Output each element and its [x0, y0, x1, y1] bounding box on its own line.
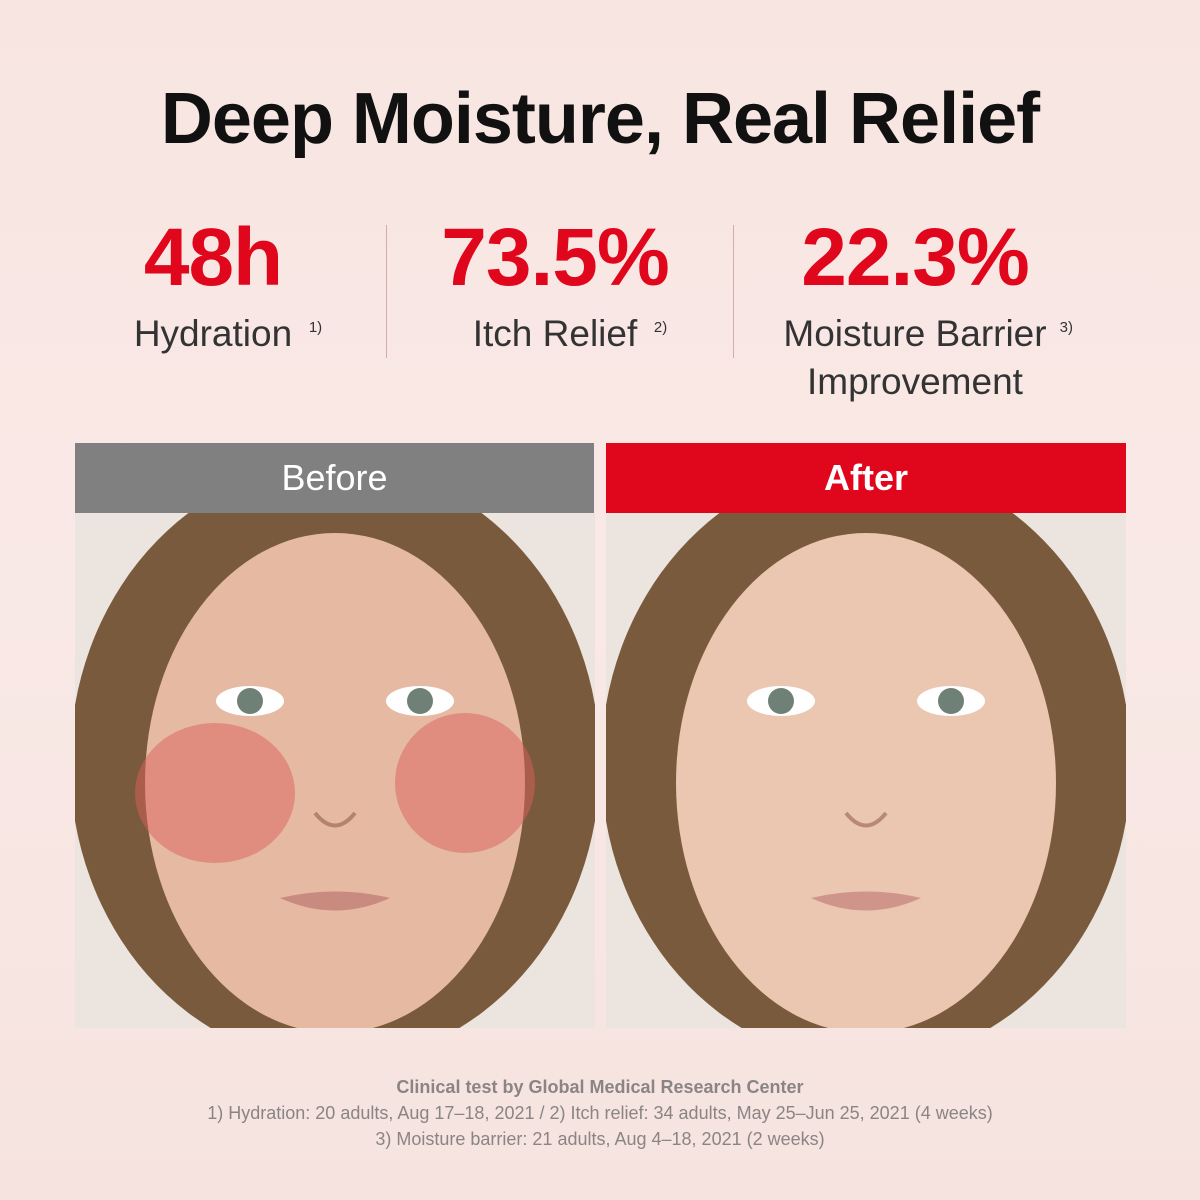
iris [407, 688, 433, 714]
stat-value: 48h [143, 212, 283, 303]
face [145, 533, 525, 1028]
divider [386, 225, 387, 358]
iris [938, 688, 964, 714]
stat-label-text: Hydration [133, 313, 293, 354]
stat: 48h Hydration 1) [63, 210, 363, 358]
footnote-heading: Clinical test by Global Medical Research… [396, 1077, 804, 1097]
mouth [811, 891, 921, 911]
stat-note: 2) [653, 319, 668, 336]
iris [768, 688, 794, 714]
stat: 22.3% Moisture Barrier Improvement 3) [755, 210, 1075, 406]
stat-note: 1) [308, 319, 323, 336]
panel-header: After [606, 443, 1126, 513]
mouth [280, 891, 390, 911]
after-photo [606, 513, 1126, 1028]
nose [313, 811, 357, 828]
footnote: 3) Moisture barrier: 21 adults, Aug 4–18… [375, 1129, 825, 1149]
cheek-redness [395, 713, 535, 853]
stat-label: Hydration 1) [133, 310, 322, 358]
before-photo [75, 513, 595, 1028]
headline: Deep Moisture, Real Relief [160, 79, 1040, 159]
stat-label: Itch Relief 2) [472, 310, 668, 358]
stat-label-text: Moisture Barrier Improvement [783, 313, 1047, 402]
footnote: 1) Hydration: 20 adults, Aug 17–18, 2021… [207, 1103, 993, 1123]
divider [733, 225, 734, 358]
stat-value: 22.3% [801, 212, 1030, 303]
stat: 73.5% Itch Relief 2) [405, 210, 705, 358]
stat-label: Moisture Barrier Improvement 3) [775, 310, 1073, 406]
stat-note: 3) [1059, 319, 1073, 336]
panel-header: Before [75, 443, 594, 513]
face [676, 533, 1056, 1028]
stat-label-text: Itch Relief [472, 313, 638, 354]
cheek-redness [135, 723, 295, 863]
nose [844, 811, 888, 828]
iris [237, 688, 263, 714]
stat-value: 73.5% [441, 212, 670, 303]
